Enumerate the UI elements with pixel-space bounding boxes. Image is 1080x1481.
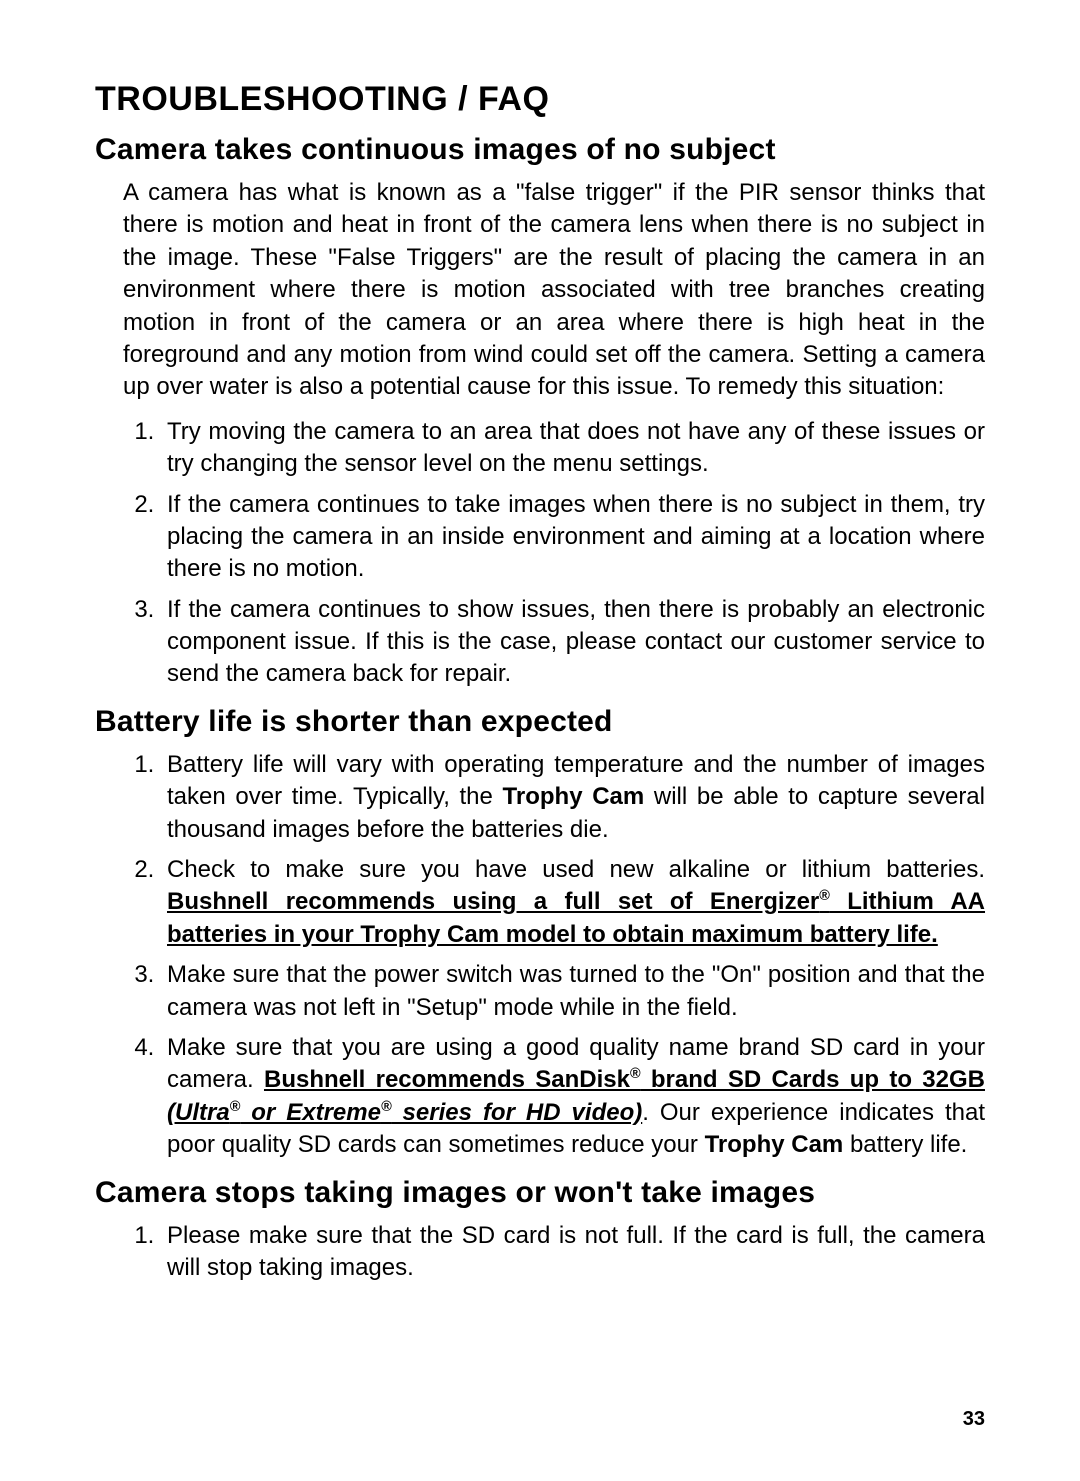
- page-number: 33: [963, 1408, 985, 1431]
- text-run: brand SD Cards up to 32GB: [641, 1066, 985, 1093]
- list-item: Make sure that you are using a good qual…: [161, 1032, 985, 1162]
- registered-symbol: ®: [630, 1066, 641, 1082]
- list-item: Make sure that the power switch was turn…: [161, 959, 985, 1024]
- text-run: Check to make sure you have used new alk…: [167, 856, 985, 883]
- underline-bold-text: Bushnell recommends SanDisk® brand SD Ca…: [264, 1066, 985, 1093]
- section-heading-camera-stops: Camera stops taking images or won't take…: [95, 1176, 985, 1210]
- list-item: Battery life will vary with operating te…: [161, 749, 985, 846]
- text-run: Bushnell recommends using a full set of …: [167, 888, 819, 915]
- underline-bold-italic-text: (Ultra® or Extreme® series for HD video): [167, 1099, 642, 1126]
- bold-text-trophy-cam: Trophy Cam: [503, 783, 645, 810]
- section3-list: Please make sure that the SD card is not…: [123, 1220, 985, 1285]
- page-title-h1: TROUBLESHOOTING / FAQ: [95, 80, 985, 119]
- section-heading-battery-life: Battery life is shorter than expected: [95, 705, 985, 739]
- section2-list: Battery life will vary with operating te…: [123, 749, 985, 1162]
- bold-text-trophy-cam: Trophy Cam: [705, 1131, 844, 1158]
- list-item: Try moving the camera to an area that do…: [161, 416, 985, 481]
- list-item: Please make sure that the SD card is not…: [161, 1220, 985, 1285]
- list-item: If the camera continues to show issues, …: [161, 594, 985, 691]
- section1-list: Try moving the camera to an area that do…: [123, 416, 985, 691]
- registered-symbol: ®: [381, 1099, 392, 1115]
- underline-bold-text: Bushnell recommends using a full set of …: [167, 888, 985, 947]
- registered-symbol: ®: [819, 888, 830, 904]
- text-run: (Ultra: [167, 1099, 230, 1126]
- text-run: battery life.: [843, 1131, 967, 1158]
- registered-symbol: ®: [230, 1099, 241, 1115]
- text-run: series for HD video): [392, 1099, 643, 1126]
- list-item: If the camera continues to take images w…: [161, 489, 985, 586]
- text-run: or Extreme: [240, 1099, 381, 1126]
- section-heading-false-trigger: Camera takes continuous images of no sub…: [95, 133, 985, 167]
- list-item: Check to make sure you have used new alk…: [161, 854, 985, 951]
- text-run: Bushnell recommends SanDisk: [264, 1066, 630, 1093]
- section1-intro-paragraph: A camera has what is known as a "false t…: [123, 177, 985, 404]
- document-page: TROUBLESHOOTING / FAQ Camera takes conti…: [0, 0, 1080, 1481]
